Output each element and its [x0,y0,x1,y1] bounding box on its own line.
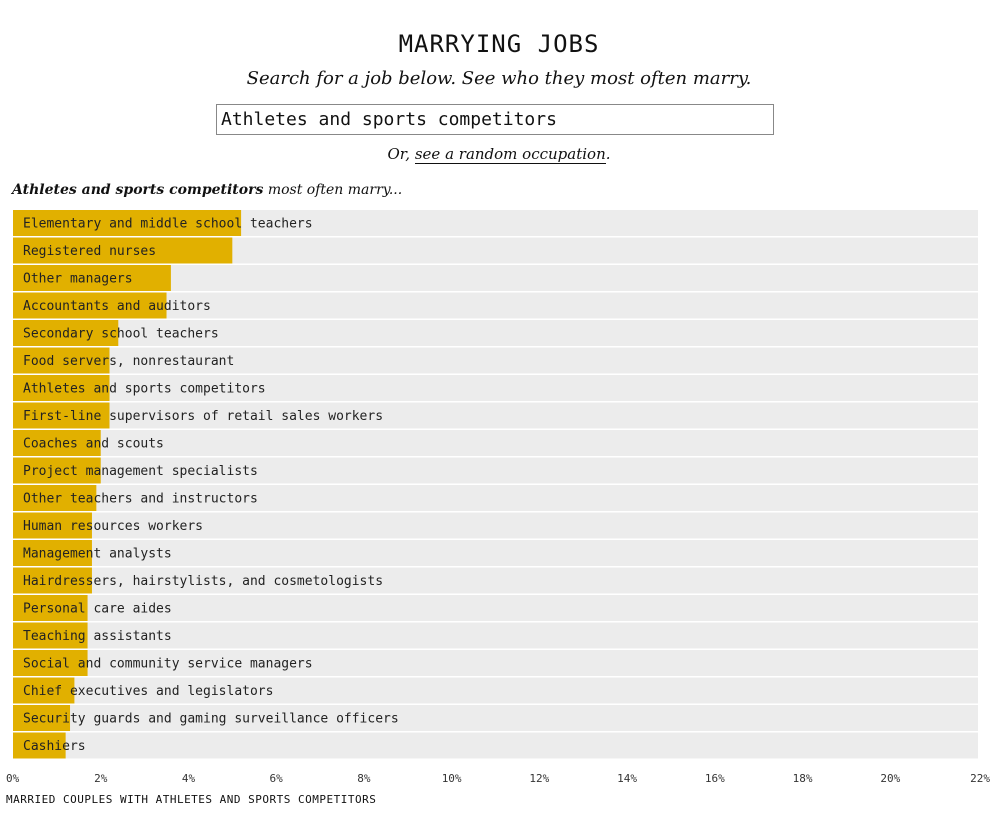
bar-track [13,540,978,566]
bar-label: Security guards and gaming surveillance … [23,712,399,727]
bar-label: Teaching assistants [23,629,172,644]
bar-label: Chief executives and legislators [23,684,273,699]
bar-track [13,347,978,374]
bar-label: Cashiers [23,739,86,754]
bar [13,402,110,429]
bar [13,567,92,594]
random-suffix: . [605,145,611,163]
bar-label: Coaches and scouts [23,437,164,452]
bar-label: Project management specialists [23,464,258,479]
bar-track [13,732,978,759]
bar [13,677,75,704]
bar-track [13,512,978,539]
bar [13,622,88,649]
bar-label: Other teachers and instructors [23,492,258,507]
bar-label: Management analysts [23,547,172,562]
bar-track [13,485,978,511]
x-tick-label: 14% [617,772,637,785]
x-tick-label: 22% [970,772,990,785]
bar [13,457,101,484]
bar-track [13,650,978,676]
bar-label: Athletes and sports competitors [23,382,266,397]
bar-track [13,457,978,484]
bar-label: First-line supervisors of retail sales w… [23,409,383,424]
result-heading: Athletes and sports competitors most oft… [12,182,402,198]
result-suffix: most often marry... [267,182,403,198]
bar-label: Personal care aides [23,602,172,617]
bar-label: Accountants and auditors [23,299,211,314]
bar [13,512,92,539]
bar-label: Human resources workers [23,519,203,534]
x-tick-label: 12% [529,772,549,785]
x-tick-label: 6% [270,772,284,785]
bar-track [13,402,978,429]
bar-label: Secondary school teachers [23,327,219,342]
bar-label: Registered nurses [23,244,156,259]
bar [13,732,66,759]
bar [13,265,171,291]
bar-track [13,677,978,704]
bar-label: Other managers [23,272,133,287]
bar-track [13,375,978,401]
x-axis-label: MARRIED COUPLES WITH ATHLETES AND SPORTS… [6,793,377,806]
bar-label: Food servers, nonrestaurant [23,354,234,369]
x-tick-label: 4% [182,772,196,785]
bar [13,540,92,566]
x-tick-label: 10% [442,772,462,785]
random-occupation-link[interactable]: see a random occupation [414,145,606,164]
bar-track [13,292,978,319]
bar-track [13,622,978,649]
occupation-search-input[interactable] [216,104,774,135]
bar [13,485,97,511]
bar-track [13,430,978,456]
x-tick-label: 2% [94,772,108,785]
bar-track [13,265,978,291]
bar [13,595,88,621]
page-subtitle: Search for a job below. See who they mos… [246,68,752,89]
bar [13,375,110,401]
bar [13,292,167,319]
bar-track [13,567,978,594]
bar [13,320,119,346]
x-tick-label: 8% [357,772,371,785]
bar-track [13,705,978,731]
page-title: MARRYING JOBS [398,30,600,58]
bar [13,705,71,731]
bar-label: Elementary and middle school teachers [23,217,313,232]
bar [13,347,110,374]
x-tick-label: 0% [6,772,20,785]
bar [13,650,88,676]
bar [13,210,242,236]
result-occupation: Athletes and sports competitors [12,182,264,198]
bar-label: Hairdressers, hairstylists, and cosmetol… [23,574,383,589]
bar [13,237,233,264]
bar [13,430,101,456]
bar-track [13,320,978,346]
x-tick-label: 16% [705,772,725,785]
x-tick-label: 18% [793,772,813,785]
bar-track [13,595,978,621]
x-tick-label: 20% [880,772,900,785]
random-prefix: Or, [387,145,415,163]
bar-label: Social and community service managers [23,657,313,672]
random-occupation-line: Or, see a random occupation. [0,145,998,164]
